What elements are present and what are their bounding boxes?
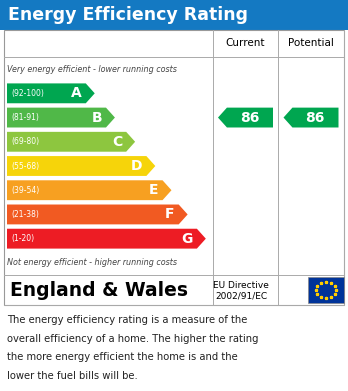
Text: England & Wales: England & Wales (10, 280, 188, 300)
Bar (308, 277, 344, 303)
Polygon shape (7, 156, 155, 176)
Polygon shape (7, 180, 172, 200)
Polygon shape (7, 229, 206, 249)
Polygon shape (7, 83, 95, 103)
Text: G: G (182, 231, 193, 246)
Text: Very energy efficient - lower running costs: Very energy efficient - lower running co… (7, 65, 177, 74)
Text: overall efficiency of a home. The higher the rating: overall efficiency of a home. The higher… (7, 334, 259, 344)
Text: A: A (71, 86, 82, 100)
Text: (55-68): (55-68) (11, 161, 39, 170)
Text: EU Directive: EU Directive (213, 280, 269, 289)
Text: B: B (92, 111, 102, 125)
Bar (0, 0, 348, 30)
Text: (81-91): (81-91) (11, 113, 39, 122)
Bar (4, 30, 344, 305)
Text: D: D (131, 159, 142, 173)
Text: Energy Efficiency Rating: Energy Efficiency Rating (8, 6, 248, 24)
Text: The energy efficiency rating is a measure of the: The energy efficiency rating is a measur… (7, 315, 247, 325)
Text: (92-100): (92-100) (11, 89, 44, 98)
Polygon shape (7, 204, 188, 224)
Text: (39-54): (39-54) (11, 186, 39, 195)
Text: F: F (165, 208, 175, 221)
Text: lower the fuel bills will be.: lower the fuel bills will be. (7, 371, 138, 381)
Text: 2002/91/EC: 2002/91/EC (215, 292, 267, 301)
Polygon shape (7, 132, 135, 152)
Text: Potential: Potential (288, 38, 334, 48)
Polygon shape (284, 108, 339, 127)
Text: Current: Current (226, 38, 265, 48)
Polygon shape (7, 108, 115, 127)
Text: (1-20): (1-20) (11, 234, 34, 243)
Polygon shape (218, 108, 273, 127)
Text: 86: 86 (305, 111, 325, 125)
Text: (69-80): (69-80) (11, 137, 39, 146)
Text: C: C (112, 135, 122, 149)
Text: E: E (149, 183, 159, 197)
Text: (21-38): (21-38) (11, 210, 39, 219)
Text: the more energy efficient the home is and the: the more energy efficient the home is an… (7, 352, 238, 362)
Text: Not energy efficient - higher running costs: Not energy efficient - higher running co… (7, 258, 177, 267)
Text: 86: 86 (240, 111, 259, 125)
